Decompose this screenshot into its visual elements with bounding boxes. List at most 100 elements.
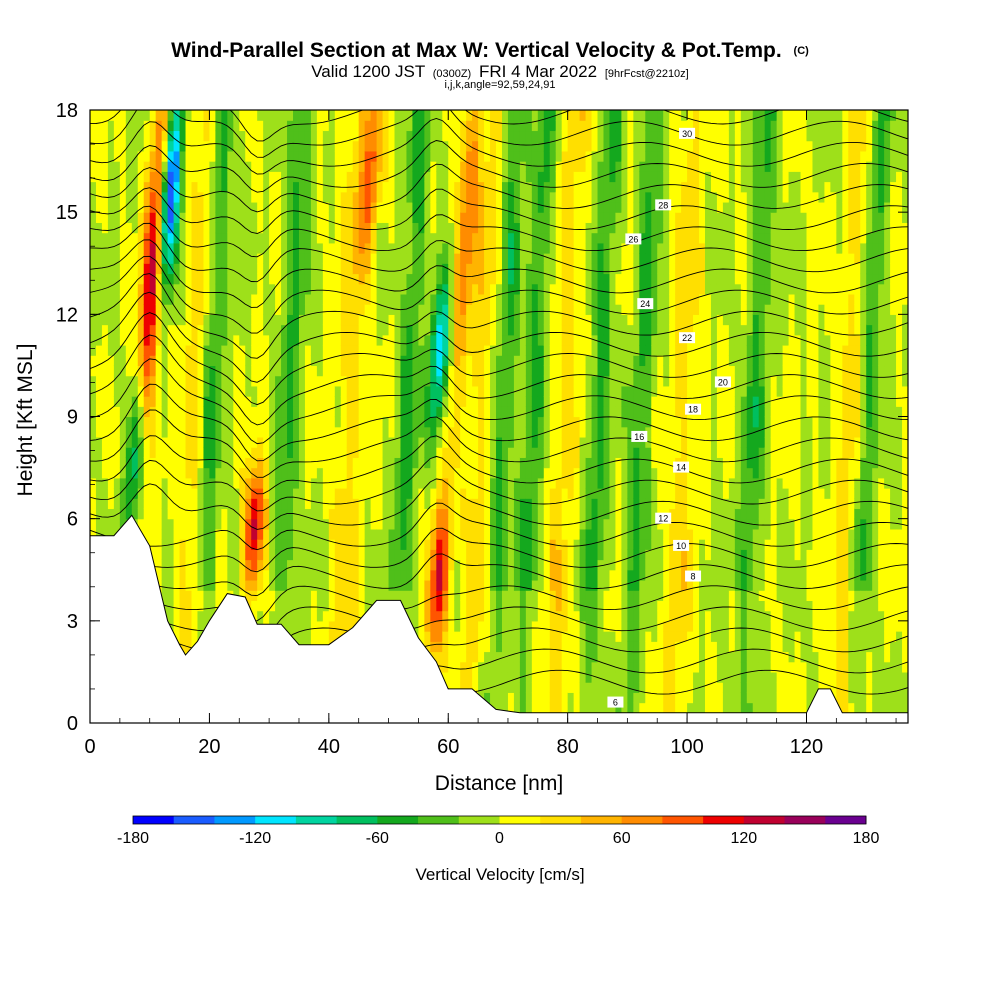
w-cell bbox=[442, 467, 449, 479]
w-cell bbox=[209, 365, 216, 377]
w-cell bbox=[310, 232, 318, 244]
w-cell bbox=[501, 641, 509, 653]
w-cell bbox=[549, 702, 557, 714]
w-cell bbox=[406, 375, 414, 387]
w-cell bbox=[233, 314, 240, 326]
w-cell bbox=[197, 253, 205, 264]
w-cell bbox=[90, 283, 97, 295]
w-cell bbox=[531, 447, 539, 458]
w-cell bbox=[328, 590, 336, 601]
w-cell bbox=[436, 201, 443, 213]
w-cell bbox=[119, 201, 127, 213]
w-cell bbox=[328, 436, 336, 448]
w-cell bbox=[304, 283, 312, 295]
w-cell bbox=[388, 130, 396, 142]
w-cell bbox=[113, 304, 121, 315]
w-cell bbox=[496, 579, 503, 591]
w-cell bbox=[173, 191, 181, 203]
w-cell bbox=[275, 498, 282, 510]
w-cell bbox=[125, 375, 133, 387]
w-cell bbox=[173, 120, 181, 132]
w-cell bbox=[567, 600, 575, 612]
w-cell bbox=[257, 130, 264, 142]
w-cell bbox=[95, 447, 103, 458]
w-cell bbox=[310, 590, 318, 601]
w-cell bbox=[358, 120, 366, 132]
w-cell bbox=[454, 447, 461, 458]
w-cell bbox=[519, 671, 527, 683]
w-cell bbox=[346, 559, 354, 571]
w-cell bbox=[155, 324, 163, 336]
w-cell bbox=[340, 120, 348, 132]
w-cell bbox=[537, 508, 545, 520]
w-cell bbox=[95, 191, 103, 203]
w-cell bbox=[531, 692, 539, 704]
w-cell bbox=[275, 416, 282, 428]
w-cell bbox=[149, 539, 157, 550]
w-cell bbox=[119, 396, 127, 407]
w-cell bbox=[364, 569, 372, 581]
w-cell bbox=[519, 130, 527, 142]
w-cell bbox=[322, 590, 330, 601]
w-cell bbox=[179, 222, 187, 234]
w-cell bbox=[161, 263, 169, 275]
w-cell bbox=[400, 334, 408, 346]
w-cell bbox=[167, 559, 175, 571]
w-cell bbox=[490, 110, 497, 121]
w-cell bbox=[376, 355, 384, 367]
w-cell bbox=[185, 171, 193, 183]
w-cell bbox=[549, 334, 557, 346]
w-cell bbox=[316, 232, 324, 244]
w-cell bbox=[203, 365, 211, 377]
w-cell bbox=[119, 191, 127, 203]
w-cell bbox=[310, 477, 318, 489]
w-cell bbox=[519, 201, 527, 213]
w-cell bbox=[573, 702, 581, 714]
w-cell bbox=[555, 692, 563, 704]
w-cell bbox=[95, 344, 103, 356]
w-cell bbox=[173, 344, 181, 356]
w-cell bbox=[155, 467, 163, 479]
w-cell bbox=[155, 477, 163, 489]
w-cell bbox=[364, 344, 372, 356]
w-cell bbox=[394, 263, 402, 275]
w-cell bbox=[436, 488, 443, 499]
w-cell bbox=[281, 222, 288, 234]
w-cell bbox=[478, 600, 485, 612]
w-cell bbox=[275, 600, 282, 612]
w-cell bbox=[448, 671, 455, 683]
w-cell bbox=[382, 467, 390, 479]
w-cell bbox=[167, 191, 175, 203]
w-cell bbox=[370, 212, 378, 223]
w-cell bbox=[131, 253, 139, 264]
w-cell bbox=[507, 375, 515, 387]
w-cell bbox=[119, 457, 127, 469]
w-cell bbox=[328, 631, 336, 642]
w-cell bbox=[298, 375, 306, 387]
w-cell bbox=[304, 416, 312, 428]
w-cell bbox=[131, 212, 139, 223]
w-cell bbox=[298, 385, 306, 397]
w-cell bbox=[269, 416, 276, 428]
w-cell bbox=[573, 355, 581, 367]
w-cell bbox=[131, 191, 139, 203]
w-cell bbox=[167, 600, 175, 612]
w-cell bbox=[191, 171, 199, 183]
w-cell bbox=[119, 161, 127, 172]
w-cell bbox=[167, 314, 175, 326]
w-cell bbox=[269, 457, 276, 469]
w-cell bbox=[322, 600, 330, 612]
w-cell bbox=[203, 539, 211, 550]
w-cell bbox=[161, 518, 169, 530]
w-cell bbox=[340, 273, 348, 285]
w-cell bbox=[364, 304, 372, 315]
w-cell bbox=[251, 212, 258, 223]
w-cell bbox=[496, 212, 503, 223]
w-cell bbox=[531, 253, 539, 264]
w-cell bbox=[478, 682, 485, 693]
w-cell bbox=[275, 344, 282, 356]
w-cell bbox=[531, 171, 539, 183]
w-cell bbox=[113, 191, 121, 203]
w-cell bbox=[549, 365, 557, 377]
w-cell bbox=[227, 416, 234, 428]
